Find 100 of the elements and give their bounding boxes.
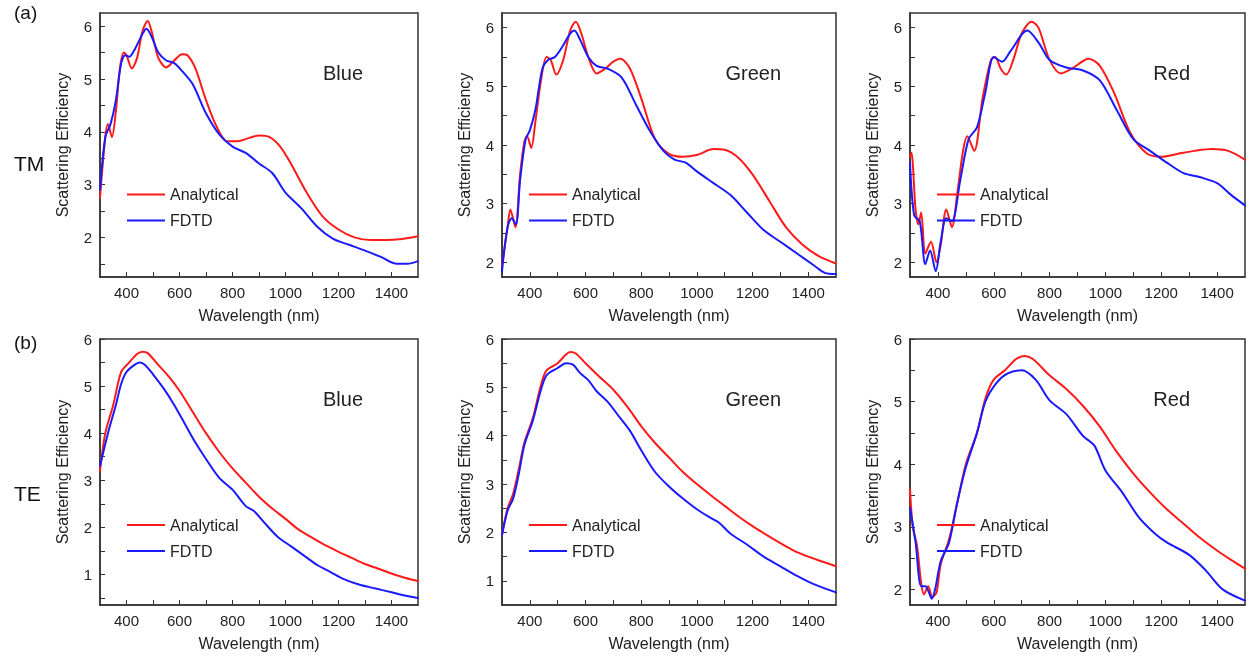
y-tick-label: 6 bbox=[83, 17, 92, 35]
x-tick-label: 1200 bbox=[735, 612, 770, 629]
y-tick-label: 3 bbox=[893, 518, 902, 536]
y-tick-label: 6 bbox=[485, 330, 494, 348]
y-tick-label: 2 bbox=[893, 580, 902, 598]
x-tick-label: 400 bbox=[925, 612, 951, 629]
annotation: Green bbox=[725, 388, 782, 410]
legend-label: FDTD bbox=[170, 542, 213, 560]
x-tick-label: 600 bbox=[166, 612, 193, 629]
x-axis-title: Wavelength (nm) bbox=[608, 634, 730, 652]
text: (b) bbox=[14, 332, 38, 354]
legend-label: FDTD bbox=[572, 212, 615, 229]
x-tick-label: 1000 bbox=[1088, 284, 1123, 301]
x-tick-label: 1400 bbox=[1200, 284, 1234, 301]
x-tick-label: 1200 bbox=[1144, 612, 1178, 629]
text: TM bbox=[14, 151, 45, 176]
x-tick-label: 1000 bbox=[1088, 612, 1123, 629]
x-axis-title: Wavelength (nm) bbox=[608, 306, 730, 324]
y-axis-title: Scattering Efficiency bbox=[53, 399, 71, 545]
y-tick-label: 1 bbox=[485, 572, 494, 590]
y-tick-label: 5 bbox=[485, 378, 494, 396]
x-tick-label: 1400 bbox=[374, 284, 409, 301]
x-tick-label: 600 bbox=[981, 284, 1007, 301]
y-tick-label: 1 bbox=[83, 565, 92, 583]
y-tick-label: 6 bbox=[83, 330, 92, 348]
x-tick-label: 800 bbox=[628, 612, 654, 629]
x-tick-label: 1000 bbox=[268, 612, 303, 629]
legend-label: Analytical bbox=[572, 186, 641, 203]
x-tick-label: 1000 bbox=[680, 612, 714, 629]
x-axis-title: Wavelength (nm) bbox=[198, 306, 320, 324]
y-tick-label: 6 bbox=[485, 19, 494, 37]
x-tick-label: 1200 bbox=[321, 612, 356, 629]
x-tick-label: 1200 bbox=[735, 284, 770, 301]
x-tick-label: 600 bbox=[981, 612, 1007, 629]
x-axis-title: Wavelength (nm) bbox=[198, 634, 320, 652]
x-tick-label: 1400 bbox=[791, 612, 825, 629]
y-tick-label: 4 bbox=[485, 136, 494, 154]
y-tick-label: 3 bbox=[83, 471, 92, 489]
y-tick-label: 2 bbox=[485, 253, 494, 271]
y-axis-title: Scattering Efficiency bbox=[455, 72, 473, 218]
x-tick-label: 800 bbox=[628, 284, 654, 301]
y-tick-label: 6 bbox=[893, 19, 902, 37]
legend-label: FDTD bbox=[980, 212, 1023, 229]
text: (a) bbox=[14, 2, 38, 24]
y-tick-label: 4 bbox=[83, 123, 92, 141]
line-series bbox=[501, 351, 837, 568]
y-axis-title: Scattering Efficiency bbox=[863, 399, 881, 545]
y-tick-label: 2 bbox=[485, 523, 494, 541]
x-tick-label: 800 bbox=[219, 612, 246, 629]
x-tick-label: 400 bbox=[517, 612, 543, 629]
y-tick-label: 4 bbox=[83, 424, 92, 442]
x-tick-label: 400 bbox=[113, 612, 140, 629]
y-tick-label: 2 bbox=[893, 253, 902, 271]
y-tick-label: 2 bbox=[83, 228, 92, 246]
y-tick-label: 3 bbox=[893, 195, 902, 213]
legend-label: Analytical bbox=[572, 516, 641, 534]
x-tick-label: 1200 bbox=[321, 284, 356, 301]
y-tick-label: 4 bbox=[485, 427, 494, 445]
y-tick-label: 5 bbox=[83, 377, 92, 395]
y-tick-label: 5 bbox=[83, 70, 92, 88]
x-tick-label: 1400 bbox=[374, 612, 409, 629]
y-tick-label: 5 bbox=[893, 393, 902, 411]
x-tick-label: 1000 bbox=[680, 284, 714, 301]
annotation: Blue bbox=[322, 388, 363, 410]
y-axis-title: Scattering Efficiency bbox=[455, 399, 473, 545]
annotation: Red bbox=[1153, 388, 1191, 410]
y-tick-label: 2 bbox=[83, 518, 92, 536]
x-tick-label: 1000 bbox=[268, 284, 303, 301]
legend-label: Analytical bbox=[980, 516, 1049, 534]
x-tick-label: 800 bbox=[219, 284, 246, 301]
y-tick-label: 3 bbox=[485, 475, 494, 493]
x-tick-label: 400 bbox=[925, 284, 951, 301]
y-tick-label: 4 bbox=[893, 136, 902, 154]
annotation: Green bbox=[725, 62, 782, 84]
y-tick-label: 3 bbox=[83, 176, 92, 194]
x-tick-label: 1400 bbox=[1200, 612, 1234, 629]
x-tick-label: 1200 bbox=[1144, 284, 1178, 301]
x-tick-label: 600 bbox=[166, 284, 193, 301]
annotation: Blue bbox=[322, 62, 363, 84]
legend-label: Analytical bbox=[980, 186, 1049, 203]
legend-label: FDTD bbox=[170, 212, 213, 229]
y-tick-label: 5 bbox=[485, 77, 494, 95]
x-tick-label: 400 bbox=[113, 284, 140, 301]
y-tick-label: 3 bbox=[485, 195, 494, 213]
legend-label: Analytical bbox=[170, 186, 239, 203]
text: TE bbox=[14, 482, 41, 507]
x-tick-label: 400 bbox=[517, 284, 543, 301]
y-tick-label: 4 bbox=[893, 455, 902, 473]
x-axis-title: Wavelength (nm) bbox=[1016, 306, 1139, 324]
y-tick-label: 5 bbox=[893, 77, 902, 95]
y-tick-label: 6 bbox=[893, 330, 902, 348]
legend-label: FDTD bbox=[572, 542, 615, 560]
x-tick-label: 600 bbox=[572, 284, 599, 301]
x-tick-label: 1400 bbox=[791, 284, 825, 301]
y-axis-title: Scattering Efficiency bbox=[53, 72, 71, 218]
legend-label: Analytical bbox=[170, 516, 239, 534]
x-tick-label: 800 bbox=[1037, 284, 1063, 301]
legend-label: FDTD bbox=[980, 542, 1023, 560]
x-tick-label: 600 bbox=[572, 612, 599, 629]
line-series bbox=[501, 362, 837, 594]
